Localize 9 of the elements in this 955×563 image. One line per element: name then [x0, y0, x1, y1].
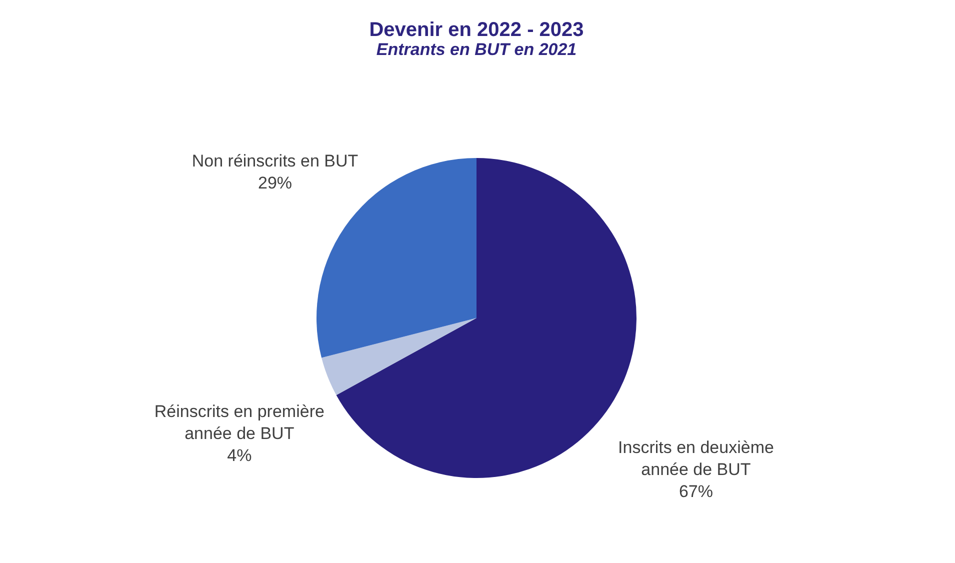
- pie-slice: [322, 318, 476, 396]
- data-label: 67%: [678, 482, 714, 501]
- chart-subtitle: Entrants en BUT en 2021: [376, 40, 577, 59]
- data-label: 29%: [258, 174, 292, 193]
- chart-title: Devenir en 2022 - 2023: [369, 19, 584, 41]
- slice-label: Inscrits en deuxième année de BUT: [618, 438, 774, 479]
- slice-label: Non réinscrits en BUT: [192, 152, 358, 171]
- data-label: 4%: [227, 446, 252, 465]
- slice-label: Réinscrits en première année de BUT: [154, 402, 324, 443]
